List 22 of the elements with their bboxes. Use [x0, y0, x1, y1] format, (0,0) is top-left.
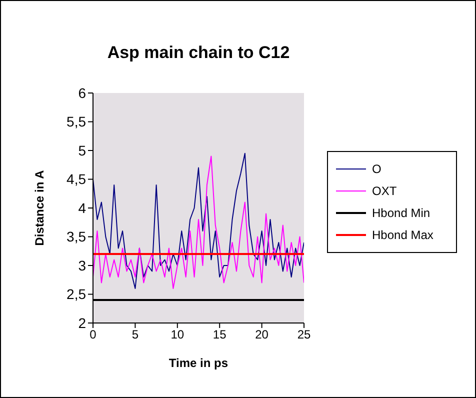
chart-title: Asp main chain to C12: [106, 43, 291, 63]
x-axis-title: Time in ps: [168, 356, 228, 370]
x-tick-label: 20: [255, 328, 269, 342]
y-tick-label: 6: [78, 84, 86, 101]
y-axis-title: Distance in A: [32, 170, 46, 246]
y-tick-label: 4: [78, 200, 86, 216]
y-tick-label: 2,5: [66, 286, 86, 302]
legend-label: OXT: [372, 184, 397, 198]
legend-label: Hbond Max: [372, 228, 434, 242]
y-tick-label: 5,5: [66, 114, 86, 130]
x-tick-label: 5: [132, 328, 139, 342]
legend-label: O: [372, 162, 382, 176]
y-tick-label: 5: [78, 142, 86, 158]
y-tick-label: 3: [78, 257, 86, 274]
y-tick-label: 3,5: [66, 228, 86, 245]
y-tick-label: 4,5: [66, 171, 86, 188]
x-tick-label: 10: [170, 328, 184, 342]
x-tick-label: 0: [90, 328, 97, 342]
x-tick-label: 25: [297, 328, 311, 342]
x-tick-label: 15: [212, 328, 227, 342]
y-tick-label: 2: [78, 314, 86, 331]
legend-label: Hbond Min: [372, 206, 430, 220]
